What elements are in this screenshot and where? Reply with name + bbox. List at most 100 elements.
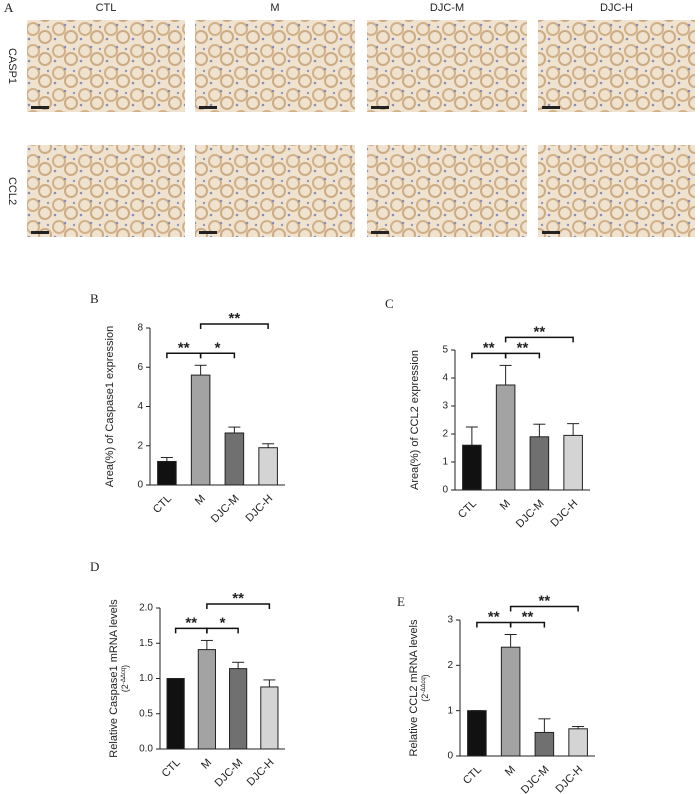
scale-bar	[199, 106, 217, 109]
significance-bracket	[206, 603, 271, 609]
x-tick-label: M	[498, 498, 513, 513]
bar	[534, 731, 555, 757]
bar	[495, 384, 516, 491]
y-tick-label: 2.0	[139, 603, 153, 614]
x-tick-label: DJC-H	[243, 493, 275, 525]
error-bar	[160, 457, 173, 462]
significance-label: **	[229, 310, 241, 327]
bar	[568, 728, 588, 757]
scale-bar	[371, 231, 389, 234]
significance-label: **	[185, 614, 197, 631]
bar	[500, 646, 521, 757]
error-bar	[533, 423, 546, 437]
significance-label: **	[178, 339, 190, 356]
significance-bracket	[509, 621, 546, 628]
bar	[258, 447, 278, 486]
bar	[260, 686, 279, 750]
bar	[157, 460, 177, 486]
error-bar	[567, 423, 580, 436]
y-tick-label: 8	[137, 323, 143, 334]
significance-label: **	[483, 339, 495, 356]
significance-bracket	[199, 323, 269, 329]
significance-bracket	[199, 352, 236, 359]
micrograph	[195, 145, 355, 237]
panel-letter: E	[397, 594, 405, 609]
column-label: M	[270, 2, 279, 14]
micrograph	[367, 145, 527, 237]
error-bar	[228, 426, 241, 433]
error-bar	[232, 661, 245, 669]
micrograph	[27, 20, 185, 112]
y-tick-label: 3	[447, 615, 453, 626]
y-tick-label: 2	[447, 660, 453, 671]
y-tick-label: 5	[442, 345, 448, 356]
significance-label: **	[232, 590, 244, 607]
significance-bracket	[504, 352, 541, 359]
bar	[197, 649, 216, 750]
x-tick-label: M	[199, 757, 214, 772]
scale-bar	[542, 106, 560, 109]
column-label: DJC-M	[430, 2, 464, 14]
y-tick-label: 0	[442, 485, 448, 496]
error-bar	[200, 639, 213, 650]
panel-letter: C	[385, 296, 394, 311]
bar	[563, 434, 583, 491]
formula-part: -ΔΔcq	[121, 668, 127, 684]
micrograph	[538, 145, 695, 237]
y-tick-label: 2	[137, 440, 143, 451]
panel-letter: D	[90, 559, 99, 574]
charts: B Area(%) of Caspase1 expression 0 2 4 6 8 CTL M…	[90, 291, 595, 794]
y-axis-label-text: Relative CCL2 mRNA levels	[408, 619, 420, 756]
error-bar	[465, 426, 478, 446]
y-tick-label: 1	[442, 457, 448, 468]
error-bar	[263, 679, 276, 687]
bar	[529, 436, 550, 491]
significance-bracket	[509, 605, 579, 612]
panel-letter: A	[4, 0, 14, 15]
error-bar	[504, 634, 517, 648]
x-tick-label: DJC-H	[245, 757, 277, 789]
x-tick-label: M	[193, 493, 208, 508]
y-axis-label: Area(%) of CCL2 expression	[409, 350, 421, 490]
formula-part: (2	[120, 684, 130, 692]
y-axis-label-text: Area(%) of Caspase1 expression	[104, 326, 116, 487]
column-label: DJC-H	[600, 2, 633, 14]
y-tick-label: 3	[442, 401, 448, 412]
y-tick-label: 4	[137, 401, 143, 412]
significance-label: **	[522, 608, 534, 625]
error-bar	[499, 364, 512, 385]
significance-label: **	[517, 339, 529, 356]
bar	[462, 444, 482, 491]
x-tick-label: CTL	[456, 498, 479, 521]
x-tick-label: CTL	[160, 757, 183, 780]
y-tick-label: 0	[137, 480, 143, 491]
significance-label: *	[215, 339, 221, 356]
significance-bracket	[206, 627, 239, 634]
error-bar	[194, 364, 207, 376]
y-tick-label: 1	[447, 705, 453, 716]
x-tick-label: DJC-H	[548, 498, 580, 530]
scale-bar	[31, 231, 49, 234]
x-tick-label: M	[503, 764, 518, 779]
y-tick-label: 6	[137, 362, 143, 373]
x-tick-label: DJC-M	[514, 498, 547, 531]
y-axis-label-text: Relative Caspase1 mRNA levels	[108, 599, 120, 758]
formula-part: -ΔΔcq	[421, 677, 427, 693]
y-axis-label: Relative Caspase1 mRNA levels	[108, 599, 120, 758]
error-bar	[262, 443, 275, 448]
x-tick-label: DJC-H	[553, 764, 585, 794]
error-bar	[572, 726, 585, 729]
bar	[190, 374, 211, 486]
row-label: CCL2	[6, 177, 18, 205]
formula-part: )	[420, 674, 430, 677]
scale-bar	[371, 106, 389, 109]
y-axis-label-formula: (2-ΔΔcq)	[120, 665, 130, 692]
y-axis-label-formula: (2-ΔΔcq)	[420, 674, 430, 701]
micrograph-panel: A CTL M DJC-M DJC-H CASP1 CCL2	[4, 0, 695, 237]
bar	[224, 432, 245, 486]
significance-label: **	[539, 592, 551, 609]
bar	[467, 710, 487, 757]
y-tick-label: 0.0	[139, 744, 153, 755]
formula-part: (2	[420, 694, 430, 702]
